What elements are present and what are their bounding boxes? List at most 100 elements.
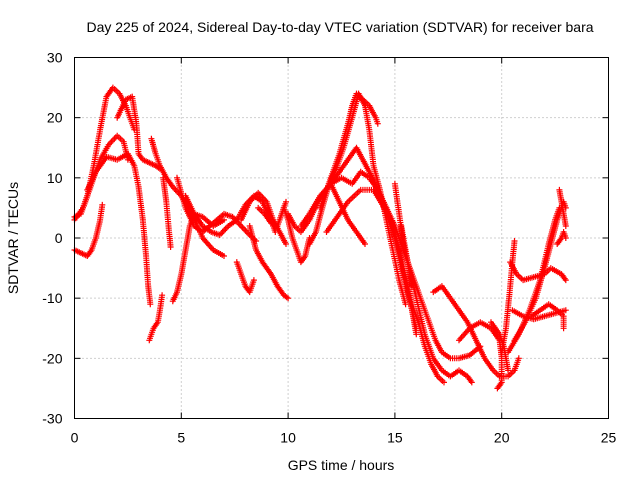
series-arc-36 xyxy=(554,229,569,247)
data-point-marker xyxy=(415,319,428,348)
data-point-marker xyxy=(541,243,554,272)
data-point-marker xyxy=(233,259,244,276)
data-point-marker xyxy=(334,146,346,169)
grid xyxy=(74,57,609,419)
data-point-marker xyxy=(238,223,252,237)
data-point-marker xyxy=(372,114,381,127)
data-point-marker xyxy=(238,200,252,223)
x-tick-label: 25 xyxy=(601,430,617,446)
data-point-marker xyxy=(498,327,509,356)
data-point-marker xyxy=(353,229,368,247)
data-point-marker xyxy=(447,295,461,312)
data-point-marker xyxy=(421,331,436,360)
data-point-marker xyxy=(174,273,184,296)
data-point-marker xyxy=(327,175,343,187)
data-point-marker xyxy=(447,368,461,380)
data-point-marker xyxy=(160,174,170,203)
data-point-marker xyxy=(507,259,519,276)
data-point-marker xyxy=(255,189,269,204)
data-point-marker xyxy=(297,218,312,235)
data-point-marker xyxy=(391,180,402,215)
data-point-marker xyxy=(191,223,204,234)
data-point-marker xyxy=(498,355,505,384)
data-point-marker xyxy=(238,271,248,288)
data-point-marker xyxy=(174,174,188,209)
data-point-marker xyxy=(255,204,266,216)
data-point-marker xyxy=(490,367,501,378)
plot-frame xyxy=(74,57,609,419)
data-point-marker xyxy=(135,150,145,162)
data-point-marker xyxy=(428,361,440,378)
data-point-marker xyxy=(274,283,286,297)
data-point-marker xyxy=(456,326,472,344)
series-arc-3 xyxy=(84,150,154,308)
data-point-marker xyxy=(332,164,346,181)
series-arc-34 xyxy=(528,301,567,332)
data-point-marker xyxy=(88,237,99,253)
data-point-marker xyxy=(312,206,325,235)
data-point-marker xyxy=(344,216,359,234)
series-arc-6 xyxy=(146,292,166,344)
data-point-marker xyxy=(385,216,398,239)
data-point-marker xyxy=(306,194,323,217)
data-point-marker xyxy=(92,155,109,175)
data-point-marker xyxy=(438,349,452,361)
data-point-marker xyxy=(503,285,513,332)
data-point-marker xyxy=(139,216,149,257)
data-point-marker xyxy=(285,210,297,228)
data-point-marker xyxy=(513,271,525,282)
data-point-marker xyxy=(402,283,415,312)
data-point-marker xyxy=(163,198,172,227)
data-point-marker xyxy=(109,84,121,96)
data-point-marker xyxy=(560,313,567,332)
data-point-marker xyxy=(426,319,438,342)
data-point-marker xyxy=(199,235,215,252)
data-point-marker xyxy=(560,210,569,229)
data-point-marker xyxy=(547,219,560,247)
series-arc-29 xyxy=(498,238,518,356)
y-tick-label: 10 xyxy=(47,170,63,186)
y-tick-label: -20 xyxy=(42,350,62,366)
series-arc-33 xyxy=(509,307,569,323)
data-point-marker xyxy=(398,223,411,263)
y-tick-label: -30 xyxy=(42,411,62,427)
data-point-marker xyxy=(409,307,420,332)
data-point-marker xyxy=(268,271,280,288)
data-point-marker xyxy=(124,150,137,168)
data-point-marker xyxy=(150,320,160,332)
data-point-marker xyxy=(366,174,380,192)
data-point-marker xyxy=(154,309,163,326)
series-arc-9 xyxy=(169,210,227,305)
data-point-marker xyxy=(396,277,409,308)
x-tick-label: 5 xyxy=(177,430,185,446)
data-point-marker xyxy=(163,174,175,189)
data-point-marker xyxy=(148,135,159,155)
data-point-marker xyxy=(135,183,146,221)
data-point-marker xyxy=(268,220,279,229)
series-arc-25 xyxy=(398,223,475,386)
data-point-marker xyxy=(432,337,444,354)
data-point-marker xyxy=(297,254,308,266)
data-point-marker xyxy=(152,150,163,167)
data-point-marker xyxy=(509,307,525,319)
data-point-marker xyxy=(340,116,355,151)
data-point-marker xyxy=(297,212,312,229)
data-point-marker xyxy=(503,355,512,374)
data-point-marker xyxy=(253,247,265,264)
data-point-marker xyxy=(317,182,331,211)
data-point-marker xyxy=(274,212,284,229)
data-point-marker xyxy=(488,319,502,336)
y-tick-label: 20 xyxy=(47,110,63,126)
data-point-marker xyxy=(532,267,547,302)
y-tick-label: 30 xyxy=(47,50,63,66)
y-tick-label: 0 xyxy=(55,230,63,246)
axis-ticks: 0 5 10 15 20 25 -30 -20 -10 0 10 20 30 xyxy=(42,50,616,446)
series-arc-5 xyxy=(114,93,163,172)
data-point-marker xyxy=(528,308,542,320)
data-point-marker xyxy=(554,236,564,247)
data-point-marker xyxy=(97,143,111,163)
data-point-marker xyxy=(263,198,276,221)
data-point-marker xyxy=(417,295,432,324)
data-point-marker xyxy=(216,224,230,238)
series-arc-12 xyxy=(233,259,257,296)
